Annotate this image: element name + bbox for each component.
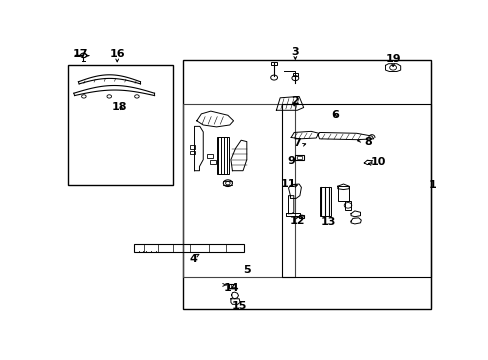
Bar	[299, 215, 304, 218]
Bar	[296, 156, 302, 159]
Text: 3: 3	[291, 47, 299, 57]
Text: 10: 10	[369, 157, 385, 167]
Bar	[319, 186, 330, 216]
Text: 13: 13	[320, 217, 336, 227]
Text: 4: 4	[189, 254, 197, 264]
Bar	[183, 104, 294, 278]
Text: 15: 15	[231, 301, 246, 311]
Text: 1: 1	[427, 180, 435, 190]
Text: 12: 12	[289, 216, 304, 226]
Bar	[344, 201, 351, 210]
Bar	[292, 73, 297, 76]
Text: 19: 19	[385, 54, 400, 64]
Text: 6: 6	[331, 110, 339, 120]
Text: 7: 7	[292, 138, 300, 148]
Bar	[230, 284, 234, 287]
Text: 5: 5	[243, 265, 250, 275]
Text: 17: 17	[72, 49, 88, 59]
Text: 16: 16	[109, 49, 125, 59]
Bar	[270, 62, 277, 65]
Bar	[337, 186, 348, 201]
Text: 14: 14	[223, 283, 239, 293]
Bar	[134, 244, 244, 252]
Bar	[295, 155, 303, 160]
Bar	[217, 136, 228, 174]
Text: 2: 2	[291, 96, 299, 106]
Bar	[189, 151, 194, 154]
Text: 8: 8	[364, 136, 371, 147]
Bar	[68, 66, 173, 185]
Bar	[282, 104, 430, 278]
Bar	[206, 154, 212, 158]
Text: 9: 9	[287, 156, 295, 166]
Bar	[189, 145, 194, 149]
Text: 11: 11	[280, 179, 296, 189]
Text: 18: 18	[112, 102, 127, 112]
Bar	[229, 284, 235, 288]
Bar	[210, 159, 215, 164]
Bar	[183, 60, 430, 309]
